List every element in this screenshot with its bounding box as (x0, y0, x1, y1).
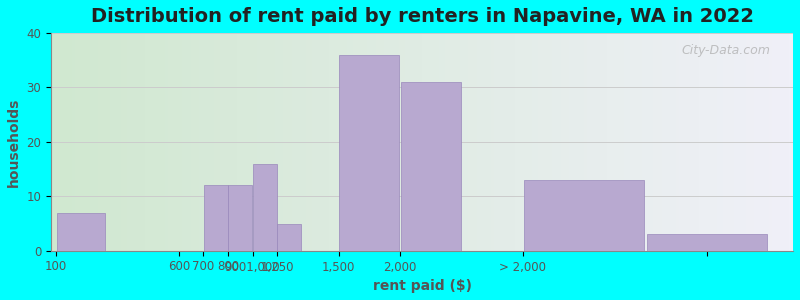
Bar (278, 224, 302, 251)
Bar (228, 185, 252, 251)
Bar (647, 234, 767, 251)
X-axis label: rent paid ($): rent paid ($) (373, 279, 471, 293)
Bar (253, 164, 277, 251)
Bar (524, 180, 645, 251)
Title: Distribution of rent paid by renters in Napavine, WA in 2022: Distribution of rent paid by renters in … (90, 7, 754, 26)
Bar (204, 185, 228, 251)
Bar (401, 82, 461, 251)
Y-axis label: households: households (7, 97, 21, 187)
Bar (57, 213, 105, 251)
Text: City-Data.com: City-Data.com (682, 44, 770, 57)
Bar (339, 55, 399, 251)
